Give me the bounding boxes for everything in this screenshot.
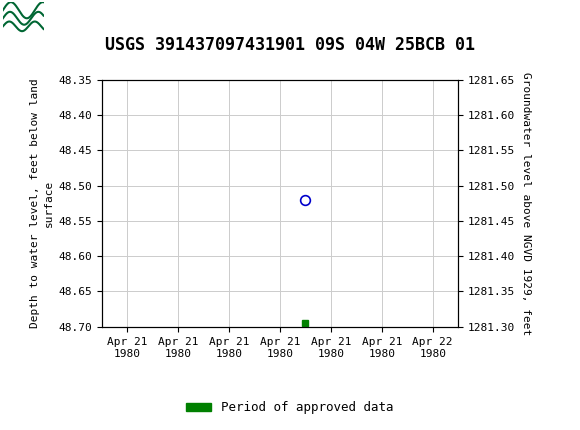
Text: USGS 391437097431901 09S 04W 25BCB 01: USGS 391437097431901 09S 04W 25BCB 01 [105,36,475,54]
Y-axis label: Groundwater level above NGVD 1929, feet: Groundwater level above NGVD 1929, feet [521,71,531,335]
Y-axis label: Depth to water level, feet below land
surface: Depth to water level, feet below land su… [30,78,54,328]
Text: USGS: USGS [49,6,122,30]
Legend: Period of approved data: Period of approved data [181,396,399,419]
